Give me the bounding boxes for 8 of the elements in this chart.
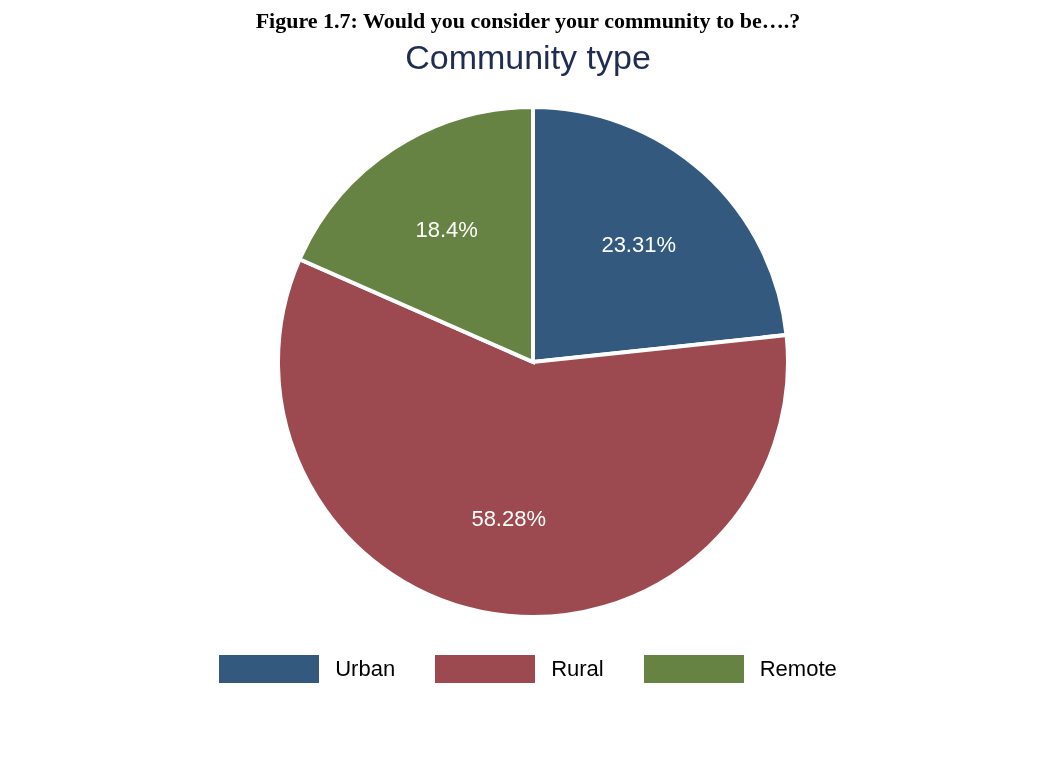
legend-label: Urban <box>335 656 396 682</box>
data-label: 18.4% <box>415 217 478 243</box>
data-label: 23.31% <box>601 231 677 257</box>
legend-label: Rural <box>551 656 604 682</box>
data-label: 58.28% <box>471 505 547 531</box>
legend-label: Remote <box>759 656 837 682</box>
chart-title: Community type <box>404 38 652 77</box>
caption: Figure 1.7: Would you consider your community to be….? <box>254 8 802 34</box>
